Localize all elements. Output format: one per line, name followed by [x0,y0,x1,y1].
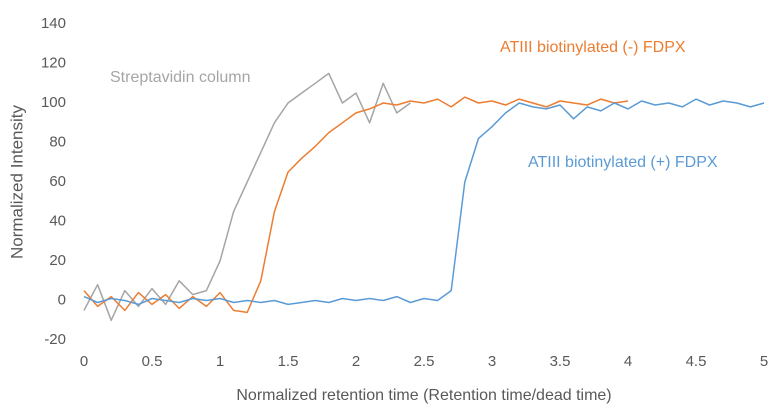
x-tick-label: 0.5 [142,353,163,370]
y-tick-label: 120 [41,54,66,71]
x-tick-label: 4.5 [686,353,707,370]
y-tick-label: 0 [58,291,66,308]
x-tick-label: 1.5 [278,353,299,370]
series-line [83,98,765,306]
y-tick-label: 20 [49,252,66,269]
x-tick-label: 3.5 [550,353,571,370]
x-axis-label: Normalized retention time (Retention tim… [236,387,611,404]
y-tick-label: 60 [49,173,66,190]
y-tick-label: 80 [49,133,66,150]
x-tick-label: 4 [624,353,632,370]
y-tick-label: 40 [49,212,66,229]
series-label: ATIII biotinylated (-) FDPX [500,39,686,56]
y-tick-label: 100 [41,94,66,111]
series-line [83,96,629,314]
x-tick-label: 1 [216,353,224,370]
y-tick-label: -20 [44,331,66,348]
series-label: ATIII biotinylated (+) FDPX [528,154,718,171]
x-tick-label: 0 [80,353,88,370]
series-label: Streptavidin column [110,69,251,86]
series-line [83,72,411,322]
x-tick-label: 3 [488,353,496,370]
y-axis-label: Normalized Intensity [7,105,26,260]
x-tick-label: 5 [760,353,768,370]
x-tick-label: 2 [352,353,360,370]
y-tick-label: 140 [41,15,66,32]
x-tick-label: 2.5 [414,353,435,370]
